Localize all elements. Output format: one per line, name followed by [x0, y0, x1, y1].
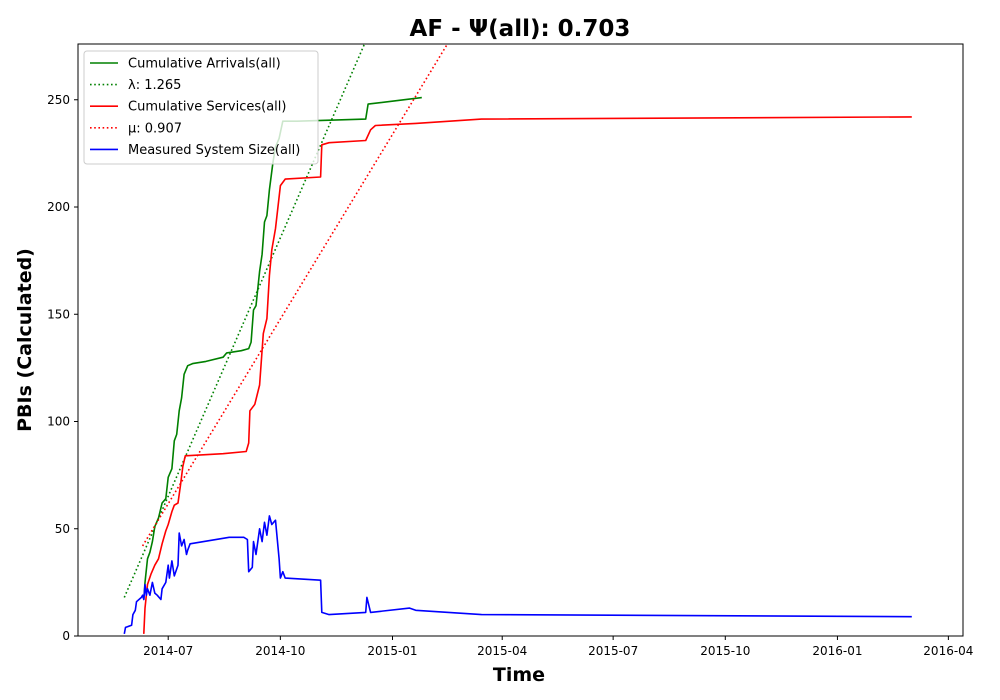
legend-box	[83, 50, 319, 165]
x-tick-label: 2015-10	[700, 644, 750, 658]
x-tick-label: 2015-07	[588, 644, 638, 658]
y-axis-title: PBIs (Calculated)	[14, 248, 36, 432]
legend-label: Cumulative Arrivals(all)	[128, 57, 281, 72]
y-tick-label: 50	[55, 522, 70, 536]
y-tick-label: 150	[47, 307, 70, 321]
y-tick-label: 0	[62, 629, 70, 643]
x-tick-label: 2016-04	[923, 644, 973, 658]
x-tick-label: 2015-01	[367, 644, 417, 658]
legend: Cumulative Arrivals(all) λ: 1.265 Cumulati…	[83, 50, 319, 165]
legend-label: λ: 1.265	[128, 78, 181, 93]
series-line-5	[123, 515, 912, 635]
y-tick-label: 100	[47, 415, 70, 429]
x-tick-label: 2015-04	[477, 644, 527, 658]
legend-label: μ: 0.907	[128, 121, 182, 136]
x-axis: 2014-07 2014-10 2015-01 2015-04 2015-07 2015-…	[143, 636, 973, 658]
series-line-3	[143, 116, 912, 634]
y-tick-label: 200	[47, 200, 70, 214]
y-axis: 0 50 100 150 200 250	[47, 93, 78, 643]
series-line-4	[141, 44, 449, 547]
legend-label: Measured System Size(all)	[128, 143, 300, 158]
x-tick-label: 2016-01	[812, 644, 862, 658]
chart-title: AF - Ψ(all): 0.703	[410, 16, 631, 42]
y-tick-label: 250	[47, 93, 70, 107]
x-axis-title: Time	[493, 664, 545, 686]
series-line-1	[143, 96, 422, 600]
legend-label: Cumulative Services(all)	[128, 100, 286, 115]
x-tick-label: 2014-07	[143, 644, 193, 658]
x-tick-label: 2014-10	[255, 644, 305, 658]
plot-frame	[77, 43, 964, 637]
